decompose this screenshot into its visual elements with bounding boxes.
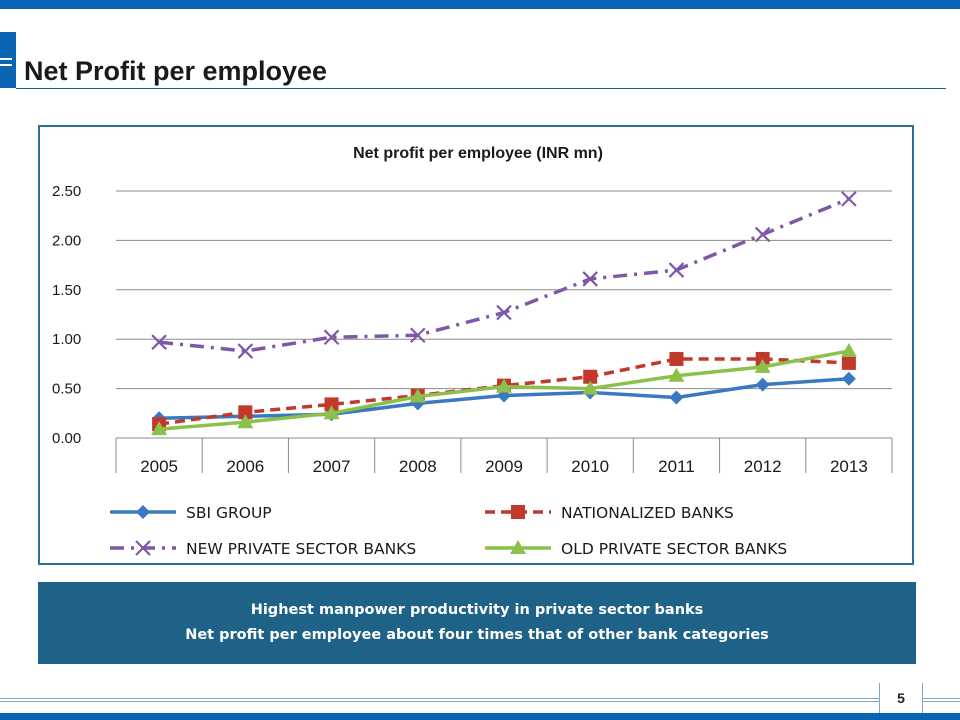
legend-marker — [136, 505, 150, 519]
data-point — [409, 388, 426, 403]
title-underline — [16, 88, 946, 89]
y-tick-label: 1.00 — [52, 331, 81, 348]
page-title: Net Profit per employee — [24, 56, 328, 86]
legend-item: NEW PRIVATE SECTOR BANKS — [110, 540, 416, 558]
data-point — [583, 369, 598, 384]
data-point — [151, 334, 167, 350]
data-point — [323, 405, 340, 420]
callout-line-2: Net profit per employee about four times… — [185, 627, 769, 643]
legend-label: NEW PRIVATE SECTOR BANKS — [186, 540, 416, 558]
legend-label: NATIONALIZED BANKS — [561, 504, 734, 522]
legend-label: OLD PRIVATE SECTOR BANKS — [561, 540, 787, 558]
data-point — [237, 414, 254, 429]
legend-marker — [511, 505, 525, 519]
chart-title: Net profit per employee (INR mn) — [353, 145, 603, 162]
y-tick-label: 2.00 — [52, 232, 81, 249]
data-point — [755, 377, 770, 392]
data-point — [496, 304, 512, 321]
x-tick-label: 2010 — [571, 457, 609, 476]
series-new-private-sector-banks — [151, 191, 857, 359]
data-point — [582, 271, 599, 287]
data-point — [238, 405, 253, 420]
chart-series — [151, 191, 857, 436]
x-tick-label: 2005 — [140, 457, 178, 476]
x-axis-ticks: 2005 2006 2007 2008 2009 2010 2011 2012 2013 — [115, 438, 893, 476]
data-point — [841, 191, 857, 207]
footer-rule — [0, 698, 960, 699]
data-point — [669, 390, 684, 405]
data-point — [754, 358, 771, 373]
legend-item: SBI GROUP — [110, 504, 272, 522]
legend-marker — [510, 540, 526, 554]
data-point — [754, 226, 771, 243]
data-point — [840, 343, 857, 358]
data-point — [237, 343, 254, 359]
data-point — [841, 355, 856, 370]
x-tick-label: 2013 — [830, 457, 868, 476]
footer-rule-secondary — [0, 701, 960, 702]
legend-marker — [135, 540, 151, 556]
x-tick-label: 2012 — [744, 457, 782, 476]
y-tick-label: 1.50 — [52, 282, 81, 299]
x-tick-label: 2007 — [313, 457, 351, 476]
y-tick-label: 2.50 — [52, 183, 81, 200]
data-point — [669, 351, 684, 366]
chart-legend: SBI GROUP NATIONALIZED BANKS NEW PRIVATE S… — [110, 504, 787, 558]
y-axis-ticks: 0.00 0.50 1.00 1.50 2.00 2.50 — [52, 183, 81, 447]
data-point — [324, 397, 339, 412]
legend-item: NATIONALIZED BANKS — [485, 504, 734, 522]
series-line — [158, 197, 850, 353]
series-old-private-sector-banks — [151, 343, 857, 436]
callout-box: Highest manpower productivity in private… — [38, 582, 916, 664]
legend-label: SBI GROUP — [186, 504, 272, 522]
callout-line-1: Highest manpower productivity in private… — [250, 602, 704, 618]
data-point — [668, 262, 685, 278]
series-line — [158, 357, 849, 426]
data-point — [496, 378, 512, 393]
x-tick-label: 2011 — [658, 457, 695, 476]
chart-gridlines — [116, 190, 892, 439]
x-tick-label: 2008 — [399, 457, 437, 476]
title-marker-icon — [0, 32, 16, 88]
y-tick-label: 0.00 — [52, 430, 81, 447]
legend-item: OLD PRIVATE SECTOR BANKS — [485, 540, 787, 558]
top-accent-bar — [0, 0, 960, 9]
data-point — [151, 421, 168, 436]
data-point — [409, 327, 426, 344]
data-point — [323, 329, 340, 346]
line-chart: Net profit per employee (INR mn) 0.00 0.5… — [52, 145, 893, 558]
x-tick-label: 2006 — [226, 457, 264, 476]
data-point — [841, 371, 856, 386]
data-point — [668, 367, 685, 382]
page-number: 5 — [879, 683, 923, 713]
bottom-accent-bar — [0, 713, 960, 720]
chart-frame: Net profit per employee (INR mn) 0.00 0.5… — [38, 125, 914, 565]
x-tick-label: 2009 — [485, 457, 523, 476]
y-tick-label: 0.50 — [52, 381, 81, 398]
data-point — [582, 380, 599, 395]
